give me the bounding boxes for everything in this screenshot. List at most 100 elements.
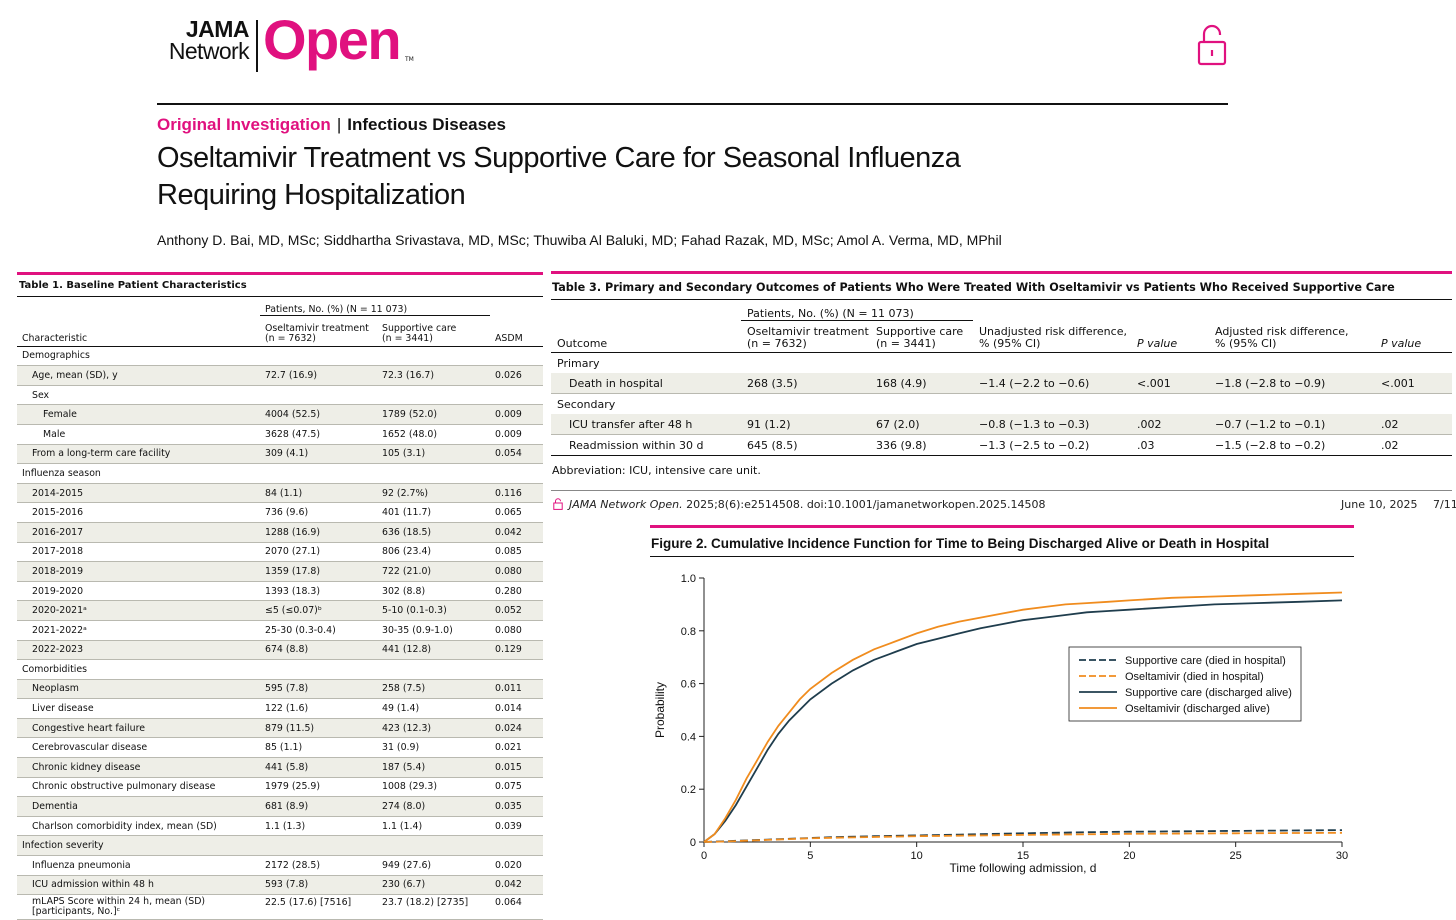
table-1-cell-label: 2015-2016 bbox=[17, 502, 260, 523]
col-supportive-line2: (n = 3441) bbox=[382, 332, 433, 344]
table-1-cell-supportive: 92 (2.7%) bbox=[377, 483, 490, 504]
table-1-cell-label: Liver disease bbox=[17, 698, 260, 719]
legend-label: Supportive care (discharged alive) bbox=[1125, 687, 1292, 699]
table-1-cell-oseltamivir: 441 (5.8) bbox=[260, 757, 377, 778]
table-1-cell-supportive: 302 (8.8) bbox=[377, 581, 490, 602]
table-1-cell-label: Age, mean (SD), y bbox=[17, 365, 260, 386]
table-1-cell-supportive: 1789 (52.0) bbox=[377, 404, 490, 425]
table-row: 2016-2017 1288 (16.9) 636 (18.5) 0.042 bbox=[17, 522, 543, 543]
table-1-cell-oseltamivir: 84 (1.1) bbox=[260, 483, 377, 504]
table-row: Age, mean (SD), y 72.7 (16.9) 72.3 (16.7) 0… bbox=[17, 365, 543, 386]
table-1-cell-supportive: 230 (6.7) bbox=[377, 875, 490, 896]
table-1-cell-label: Chronic kidney disease bbox=[17, 757, 260, 778]
table-1-cell-supportive: 30-35 (0.9-1.0) bbox=[377, 620, 490, 641]
table-3-cell bbox=[973, 394, 1131, 415]
table-1-cell-supportive: 1652 (48.0) bbox=[377, 424, 490, 445]
table-1-cell-supportive: 187 (5.4) bbox=[377, 757, 490, 778]
subsection-label[interactable]: Infectious Diseases bbox=[347, 115, 506, 134]
table-1-cell-oseltamivir: 2172 (28.5) bbox=[260, 855, 377, 876]
table-3-cell: 268 (3.5) bbox=[741, 373, 870, 394]
table-1-cell-oseltamivir bbox=[260, 659, 377, 680]
table-1: Table 1. Baseline Patient Characteristic… bbox=[17, 272, 543, 920]
table-1-cell-supportive: 72.3 (16.7) bbox=[377, 365, 490, 386]
table-row: Chronic kidney disease 441 (5.8) 187 (5.4)… bbox=[17, 757, 543, 778]
table-1-cell-oseltamivir: 85 (1.1) bbox=[260, 737, 377, 759]
table-1-cell-supportive: 949 (27.6) bbox=[377, 855, 490, 876]
table-row: Demographics bbox=[17, 346, 543, 367]
table-1-cell-supportive: 5-10 (0.1-0.3) bbox=[377, 600, 490, 621]
table-1-cell-asdm: 0.042 bbox=[490, 875, 543, 896]
table-1-cell-asdm: 0.024 bbox=[490, 718, 543, 739]
section-label[interactable]: Original Investigation bbox=[157, 115, 331, 134]
table-1-cell-oseltamivir: 4004 (52.5) bbox=[260, 404, 377, 425]
table-1-col-characteristic: Characteristic bbox=[22, 332, 88, 344]
table-1-cell-asdm: 0.075 bbox=[490, 777, 543, 798]
jama-logo: JAMA Network bbox=[157, 18, 250, 63]
table-1-cell-oseltamivir: 309 (4.1) bbox=[260, 444, 377, 465]
table-1-cell-supportive: 1.1 (1.4) bbox=[377, 816, 490, 837]
table-3-col-outcome: Outcome bbox=[557, 337, 608, 350]
x-tick-label: 25 bbox=[1230, 850, 1242, 862]
t3-col-supp-line2: (n = 3441) bbox=[876, 337, 936, 350]
t3-col-unadj-line1: Unadjusted risk difference, bbox=[979, 325, 1127, 338]
table-row: Infection severity bbox=[17, 835, 543, 857]
table-3-cell bbox=[1209, 353, 1375, 374]
table-1-cell-asdm: 0.085 bbox=[490, 542, 543, 563]
table-1-cell-supportive: 31 (0.9) bbox=[377, 737, 490, 759]
table-1-cell-supportive: 423 (12.3) bbox=[377, 718, 490, 739]
table-1-cell-supportive: 636 (18.5) bbox=[377, 522, 490, 543]
table-1-cell-label: 2020-2021ᵃ bbox=[17, 600, 260, 621]
table-1-cell-oseltamivir: ≤5 (≤0.07)ᵇ bbox=[260, 600, 377, 621]
table-1-col-supportive: Supportive care (n = 3441) bbox=[377, 316, 490, 347]
table-1-cell-supportive bbox=[377, 659, 490, 680]
table-row: 2018-2019 1359 (17.8) 722 (21.0) 0.080 bbox=[17, 561, 543, 582]
table-1-cell-supportive bbox=[377, 463, 490, 484]
table-row: Influenza season bbox=[17, 463, 543, 484]
table-1-cell-oseltamivir: 2070 (27.1) bbox=[260, 542, 377, 563]
table-row: 2015-2016 736 (9.6) 401 (11.7) 0.065 bbox=[17, 502, 543, 523]
table-3-cell: .02 bbox=[1381, 438, 1399, 452]
table-1-accent-rule bbox=[17, 272, 543, 275]
article-section: Original Investigation | Infectious Diseas… bbox=[157, 115, 506, 135]
table-1-cell-label: Female bbox=[17, 404, 260, 425]
table-3-cell bbox=[973, 353, 1131, 374]
table-1-cell-oseltamivir bbox=[260, 346, 377, 367]
legend-label: Oseltamivir (died in hospital) bbox=[1125, 671, 1264, 683]
table-1-cell-label: Chronic obstructive pulmonary disease bbox=[17, 777, 260, 798]
series-line-1 bbox=[703, 831, 1343, 843]
table-1-body: Demographics Age, mean (SD), y 72.7 (16.9)… bbox=[17, 346, 543, 920]
table-row: Chronic obstructive pulmonary disease 197… bbox=[17, 777, 543, 798]
table-1-cell-label: Cerebrovascular disease bbox=[17, 737, 260, 759]
table-3-cell bbox=[870, 353, 973, 374]
table-row: ICU transfer after 48 h 91 (1.2) 67 (2.0) −… bbox=[551, 414, 1452, 435]
article-title: Oseltamivir Treatment vs Supportive Care… bbox=[157, 140, 1037, 214]
table-1-cell-asdm: 0.052 bbox=[490, 600, 543, 621]
figure-2: Figure 2. Cumulative Incidence Function … bbox=[650, 525, 1354, 557]
table-3-abbreviation: Abbreviation: ICU, intensive care unit. bbox=[552, 464, 761, 477]
table-1-cell-supportive: 1008 (29.3) bbox=[377, 777, 490, 798]
table-1-cell-label: 2017-2018 bbox=[17, 542, 260, 563]
table-1-cell-supportive: 105 (3.1) bbox=[377, 444, 490, 465]
table-1-cell-asdm: 0.129 bbox=[490, 640, 543, 661]
table-3-cell: .002 bbox=[1131, 414, 1209, 435]
logo-open-text: Open bbox=[263, 8, 402, 71]
table-3-cell: 168 (4.9) bbox=[870, 373, 973, 394]
table-1-cell-supportive bbox=[377, 385, 490, 406]
table-3-col-adjusted: Adjusted risk difference,% (95% CI) bbox=[1209, 320, 1375, 353]
table-1-cell-label: mLAPS Score within 24 h, mean (SD) [parti… bbox=[17, 894, 260, 920]
table-1-cell-a: 22.5 (17.6) [7516] bbox=[260, 894, 377, 920]
title-line-1: Oseltamivir Treatment vs Supportive Care… bbox=[157, 142, 961, 174]
table-1-cell-label: From a long-term care facility bbox=[17, 444, 260, 465]
table-1-cell-asdm: 0.042 bbox=[490, 522, 543, 543]
series-line-0 bbox=[703, 829, 1343, 843]
table-1-cell-oseltamivir: 879 (11.5) bbox=[260, 718, 377, 739]
table-1-cell-asdm: 0.080 bbox=[490, 620, 543, 641]
table-3-cell-label: Readmission within 30 d bbox=[569, 438, 704, 452]
table-1-col-asdm: ASDM bbox=[495, 332, 523, 344]
table-1-cell-asdm: 0.021 bbox=[490, 737, 543, 759]
t3-col-adj-line2: % (95% CI) bbox=[1215, 337, 1277, 350]
table-1-cell-oseltamivir: 1393 (18.3) bbox=[260, 581, 377, 602]
table-1-cell-asdm: 0.054 bbox=[490, 444, 543, 465]
table-3-cell: <.001 bbox=[1375, 373, 1452, 394]
citation-ref[interactable]: 2025;8(6):e2514508. doi:10.1001/jamanetw… bbox=[682, 498, 1046, 511]
